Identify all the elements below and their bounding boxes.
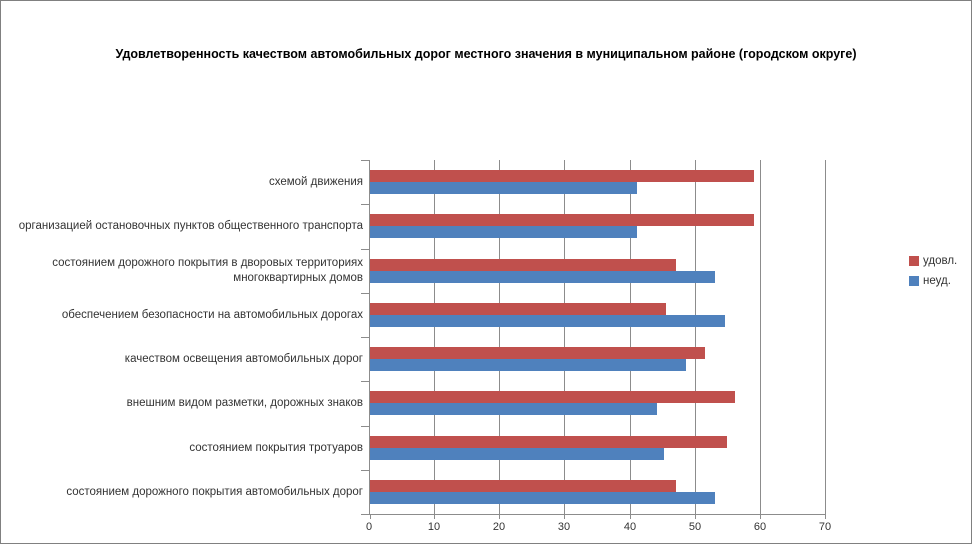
bar-udovl-row-4 bbox=[370, 347, 705, 359]
bar-neud-row-4 bbox=[370, 359, 686, 371]
bar-neud-row-3 bbox=[370, 315, 725, 327]
y-tick-mark-4 bbox=[361, 337, 370, 338]
x-tick-mark-0 bbox=[370, 514, 371, 519]
legend-item-neud: неуд. bbox=[909, 275, 957, 287]
bar-neud-row-7 bbox=[370, 492, 715, 504]
y-tick-mark-2 bbox=[361, 249, 370, 250]
chart-title: Удовлетворенность качеством автомобильны… bbox=[115, 47, 857, 61]
category-label: внешним видом разметки, дорожных знаков bbox=[126, 396, 363, 409]
y-tick-mark-1 bbox=[361, 204, 370, 205]
gridline-50 bbox=[695, 160, 696, 514]
y-tick-mark-6 bbox=[361, 426, 370, 427]
category-label: организацией остановочных пунктов общест… bbox=[18, 219, 363, 232]
gridline-20 bbox=[499, 160, 500, 514]
category-label: обеспечением безопасности на автомобильн… bbox=[61, 308, 363, 321]
x-tick-label-50: 50 bbox=[688, 521, 702, 533]
x-tick-mark-20 bbox=[499, 514, 500, 519]
plot-area bbox=[361, 160, 826, 519]
x-tick-mark-50 bbox=[695, 514, 696, 519]
x-tick-label-0: 0 bbox=[365, 521, 373, 533]
gridline-40 bbox=[630, 160, 631, 514]
x-tick-label-60: 60 bbox=[753, 521, 767, 533]
x-tick-mark-30 bbox=[564, 514, 565, 519]
gridline-70 bbox=[825, 160, 826, 514]
legend-item-udovl: удовл. bbox=[909, 255, 957, 267]
bar-udovl-row-2 bbox=[370, 259, 676, 271]
legend-swatch-neud-icon bbox=[909, 276, 919, 286]
legend-label-neud: неуд. bbox=[923, 275, 951, 287]
gridline-30 bbox=[564, 160, 565, 514]
legend-swatch-udovl-icon bbox=[909, 256, 919, 266]
bar-udovl-row-6 bbox=[370, 436, 727, 448]
bar-neud-row-5 bbox=[370, 403, 657, 415]
bar-neud-row-0 bbox=[370, 182, 637, 194]
x-tick-label-40: 40 bbox=[623, 521, 637, 533]
x-tick-label-70: 70 bbox=[818, 521, 832, 533]
bar-neud-row-6 bbox=[370, 448, 664, 460]
category-label: качеством освещения автомобильных дорог bbox=[124, 352, 363, 365]
x-tick-label-20: 20 bbox=[492, 521, 506, 533]
gridline-10 bbox=[434, 160, 435, 514]
y-tick-mark-0 bbox=[361, 160, 370, 161]
category-label: схемой движения bbox=[268, 175, 363, 188]
y-tick-mark-7 bbox=[361, 470, 370, 471]
x-tick-mark-10 bbox=[434, 514, 435, 519]
x-tick-mark-70 bbox=[825, 514, 826, 519]
value-axis: 0 10 20 30 40 50 60 70 bbox=[366, 521, 831, 537]
gridline-60 bbox=[760, 160, 761, 514]
y-tick-mark-8 bbox=[361, 514, 370, 515]
category-label: состоянием дорожного покрытия в дворовых… bbox=[52, 257, 363, 284]
legend: удовл. неуд. bbox=[909, 255, 957, 287]
bar-udovl-row-3 bbox=[370, 303, 666, 315]
bar-neud-row-2 bbox=[370, 271, 715, 283]
x-tick-label-10: 10 bbox=[427, 521, 441, 533]
category-label: состоянием покрытия тротуаров bbox=[189, 441, 363, 454]
category-label: состоянием дорожного покрытия автомобиль… bbox=[66, 485, 363, 498]
x-tick-mark-40 bbox=[630, 514, 631, 519]
bar-udovl-row-5 bbox=[370, 391, 735, 403]
legend-label-udovl: удовл. bbox=[923, 255, 958, 267]
y-tick-mark-3 bbox=[361, 293, 370, 294]
bar-udovl-row-0 bbox=[370, 170, 754, 182]
bar-neud-row-1 bbox=[370, 226, 637, 238]
x-tick-label-30: 30 bbox=[557, 521, 571, 533]
category-axis: схемой движения организацией остановочных… bbox=[3, 160, 363, 514]
y-tick-mark-5 bbox=[361, 381, 370, 382]
bar-udovl-row-1 bbox=[370, 214, 754, 226]
bar-udovl-row-7 bbox=[370, 480, 676, 492]
x-tick-mark-60 bbox=[760, 514, 761, 519]
